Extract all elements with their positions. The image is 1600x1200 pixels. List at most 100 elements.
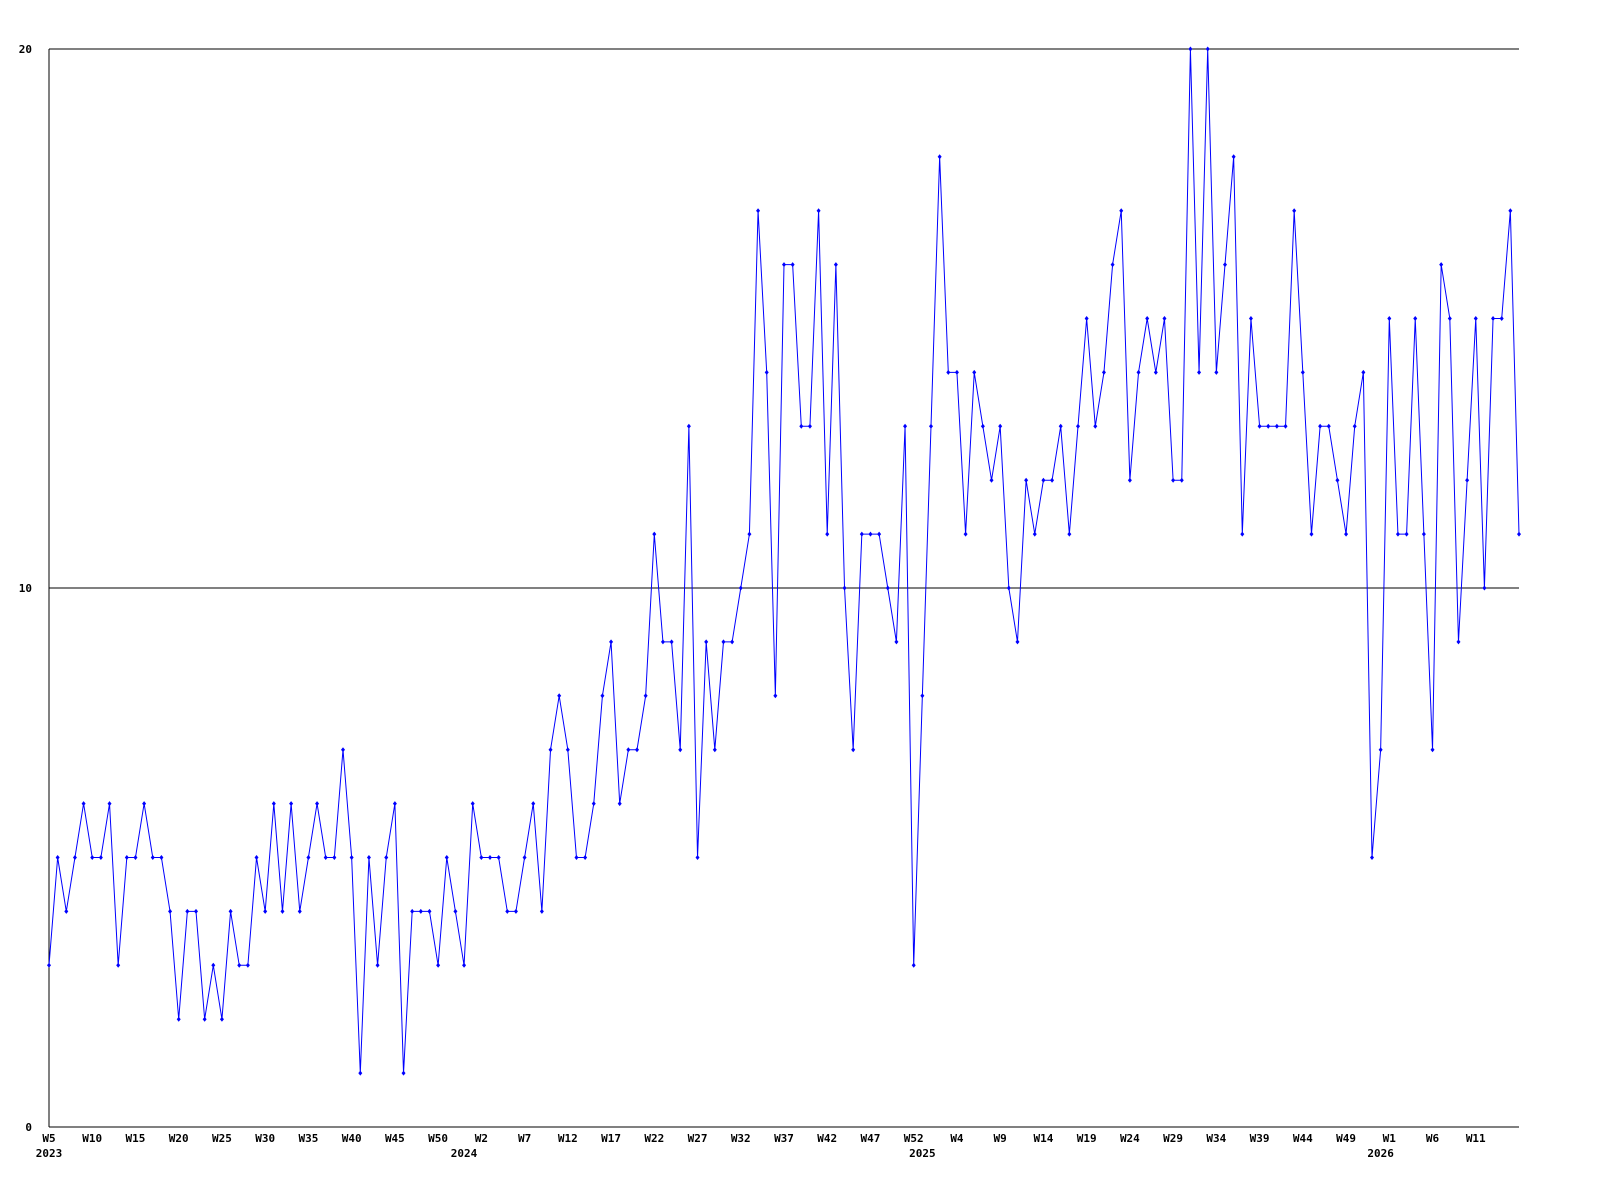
data-point — [548, 747, 553, 753]
data-point — [859, 531, 864, 537]
data-point — [1456, 639, 1461, 645]
data-point — [1266, 423, 1271, 429]
data-point — [401, 1070, 406, 1076]
data-point — [1231, 154, 1236, 160]
x-year-label: 2023 — [36, 1147, 63, 1160]
data-point — [531, 801, 536, 807]
data-point — [1050, 477, 1055, 483]
data-point — [211, 962, 216, 968]
data-point — [773, 693, 778, 699]
data-point — [704, 639, 709, 645]
x-tick-label: W39 — [1250, 1132, 1270, 1145]
data-point — [271, 801, 276, 807]
data-point — [1352, 423, 1357, 429]
data-point — [462, 962, 467, 968]
x-tick-label: W52 — [904, 1132, 924, 1145]
data-point — [721, 639, 726, 645]
data-point — [1430, 747, 1435, 753]
data-point — [929, 423, 933, 429]
data-point — [1136, 369, 1141, 375]
x-year-label: 2025 — [909, 1147, 936, 1160]
data-point — [418, 908, 423, 914]
data-point — [107, 801, 112, 807]
x-tick-label: W25 — [212, 1132, 232, 1145]
data-point — [1473, 316, 1478, 321]
data-point — [375, 962, 380, 968]
data-point — [920, 693, 925, 699]
data-line — [48, 48, 1520, 1074]
x-tick-label: W4 — [950, 1132, 964, 1145]
data-point — [565, 747, 570, 753]
data-point — [686, 423, 691, 429]
data-point — [1404, 531, 1409, 537]
x-tick-label: W17 — [601, 1132, 621, 1145]
data-point — [513, 908, 518, 914]
data-point — [972, 369, 977, 375]
x-tick-label: W5 — [42, 1132, 55, 1145]
x-tick-label: W35 — [298, 1132, 318, 1145]
x-tick-label: W30 — [255, 1132, 275, 1145]
data-point — [1499, 316, 1504, 321]
data-point — [885, 585, 890, 591]
data-point — [678, 747, 683, 753]
data-point — [660, 639, 665, 645]
data-point — [1015, 639, 1020, 645]
data-point — [1465, 477, 1470, 483]
x-tick-label: W9 — [994, 1132, 1007, 1145]
data-point — [436, 962, 441, 968]
data-point — [427, 908, 432, 914]
data-point — [695, 855, 700, 860]
data-point — [1171, 477, 1176, 483]
x-tick-label: W37 — [774, 1132, 794, 1145]
x-tick-label: W34 — [1206, 1132, 1226, 1145]
data-point — [133, 855, 138, 860]
data-point — [392, 801, 397, 807]
x-tick-label: W32 — [731, 1132, 751, 1145]
data-point — [980, 423, 985, 429]
data-point — [366, 855, 371, 860]
data-point — [1145, 316, 1150, 321]
data-point — [202, 1016, 207, 1022]
data-point — [470, 801, 475, 807]
data-point — [1110, 262, 1115, 268]
data-point — [1257, 423, 1262, 429]
data-point — [998, 423, 1003, 429]
data-point — [1421, 531, 1426, 537]
data-point — [669, 639, 674, 645]
data-point — [98, 855, 103, 860]
data-point — [764, 369, 769, 375]
data-point — [1093, 423, 1098, 429]
data-point — [72, 855, 77, 860]
data-point — [1447, 316, 1452, 321]
x-tick-label: W11 — [1466, 1132, 1486, 1145]
data-point — [1395, 531, 1400, 537]
x-tick-label: W42 — [817, 1132, 837, 1145]
data-point — [349, 855, 354, 860]
data-point — [1197, 369, 1202, 375]
data-point — [937, 154, 942, 160]
data-point — [583, 855, 588, 860]
data-point — [479, 855, 484, 860]
data-point — [1491, 316, 1496, 321]
data-point — [55, 855, 60, 860]
y-tick-label: 0 — [25, 1121, 32, 1134]
data-point — [64, 908, 69, 914]
data-point — [756, 208, 761, 214]
data-point — [124, 855, 129, 860]
data-point — [617, 801, 622, 807]
x-tick-label: W1 — [1383, 1132, 1397, 1145]
data-point — [150, 855, 155, 860]
data-point — [1153, 369, 1158, 375]
data-point — [807, 423, 812, 429]
data-point — [297, 908, 302, 914]
data-point — [522, 855, 527, 860]
data-point — [652, 531, 657, 537]
x-tick-label: W45 — [385, 1132, 405, 1145]
data-point — [332, 855, 337, 860]
x-tick-label: W6 — [1426, 1132, 1440, 1145]
data-point — [1248, 316, 1253, 321]
data-point — [747, 531, 752, 537]
x-tick-label: W19 — [1077, 1132, 1097, 1145]
data-point — [851, 747, 856, 753]
